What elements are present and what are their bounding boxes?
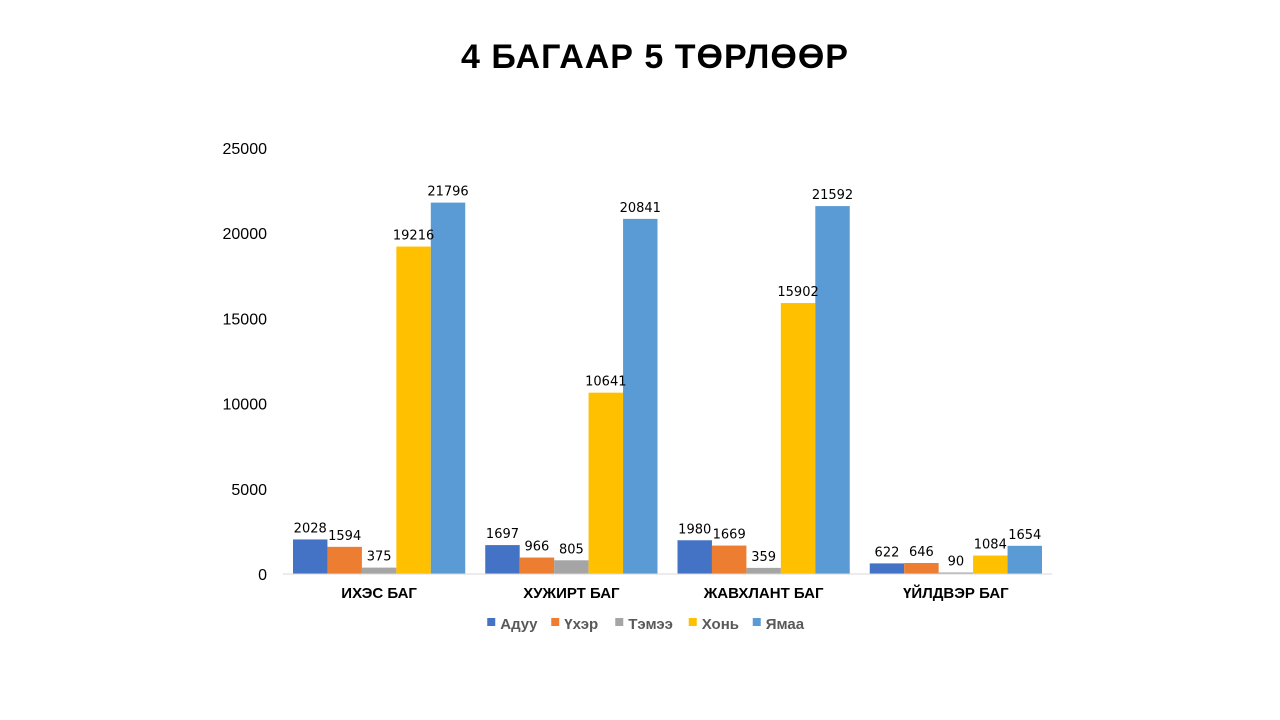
data-label: 2028 — [294, 521, 327, 536]
data-label: 646 — [909, 545, 934, 560]
bar — [677, 540, 712, 574]
legend: Адуу Үхэр Тэмээ Хонь Ямаа — [487, 616, 805, 633]
y-tick-label: 15000 — [223, 311, 268, 328]
y-axis: 0 5000 10000 15000 20000 25000 — [223, 141, 268, 584]
bar — [327, 546, 362, 574]
data-label: 90 — [948, 554, 965, 569]
bar — [1007, 545, 1042, 574]
x-tick-label: ХУЖИРТ БАГ — [523, 585, 620, 602]
data-label: 20841 — [620, 201, 661, 216]
legend-label: Тэмээ — [628, 616, 673, 633]
data-label: 375 — [367, 550, 392, 565]
bar — [293, 539, 328, 574]
legend-label: Адуу — [500, 616, 538, 633]
legend-swatch — [487, 618, 496, 626]
data-label: 10641 — [585, 375, 626, 390]
legend-swatch — [688, 618, 697, 626]
bar — [711, 545, 747, 574]
data-label: 1654 — [1008, 528, 1041, 543]
legend-label: Ямаа — [766, 616, 805, 633]
bar — [623, 218, 658, 574]
bar — [396, 246, 431, 574]
bar — [588, 392, 624, 574]
bar — [485, 545, 520, 574]
y-tick-label: 25000 — [223, 141, 268, 158]
data-label: 1697 — [486, 527, 519, 542]
legend-label: Үхэр — [564, 616, 598, 633]
bar — [938, 572, 974, 574]
legend-swatch — [752, 618, 761, 626]
data-label: 1980 — [678, 522, 711, 537]
data-labels: 2028 1594 375 19216 21796 1697 966 805 10641 2084… — [294, 185, 1042, 570]
data-label: 1669 — [713, 528, 746, 543]
legend-swatch — [551, 618, 560, 626]
y-tick-label: 5000 — [231, 482, 267, 499]
bar — [519, 557, 555, 574]
y-tick-label: 20000 — [223, 226, 268, 243]
legend-swatch — [615, 618, 624, 626]
bar — [780, 303, 816, 574]
bar — [746, 567, 781, 574]
data-label: 359 — [751, 550, 776, 565]
bar — [554, 560, 589, 574]
bar — [361, 567, 397, 574]
x-tick-label: ЖАВХЛАНТ БАГ — [703, 585, 824, 602]
bar — [869, 563, 905, 574]
bar — [904, 562, 939, 574]
data-label: 622 — [875, 545, 900, 560]
bar — [430, 202, 466, 574]
bar — [973, 555, 1008, 574]
data-label: 15902 — [777, 285, 818, 300]
x-tick-label: ҮЙЛДВЭР БАГ — [903, 584, 1009, 602]
legend-label: Хонь — [702, 616, 739, 633]
chart-title: 4 БАГААР 5 ТӨРЛӨӨР — [461, 38, 849, 76]
data-label: 1594 — [328, 529, 361, 544]
data-label: 805 — [559, 542, 584, 557]
x-axis: ИХЭС БАГ ХУЖИРТ БАГ ЖАВХЛАНТ БАГ ҮЙЛДВЭР БА… — [283, 573, 1052, 602]
bars — [293, 202, 1042, 574]
data-label: 19216 — [393, 229, 434, 244]
y-tick-label: 0 — [258, 567, 267, 584]
bar — [815, 206, 850, 574]
data-label: 1084 — [974, 538, 1007, 553]
x-tick-label: ИХЭС БАГ — [341, 585, 417, 602]
data-label: 21592 — [812, 188, 853, 203]
y-tick-label: 10000 — [223, 397, 268, 414]
data-label: 966 — [525, 540, 550, 555]
data-label: 21796 — [427, 185, 468, 200]
